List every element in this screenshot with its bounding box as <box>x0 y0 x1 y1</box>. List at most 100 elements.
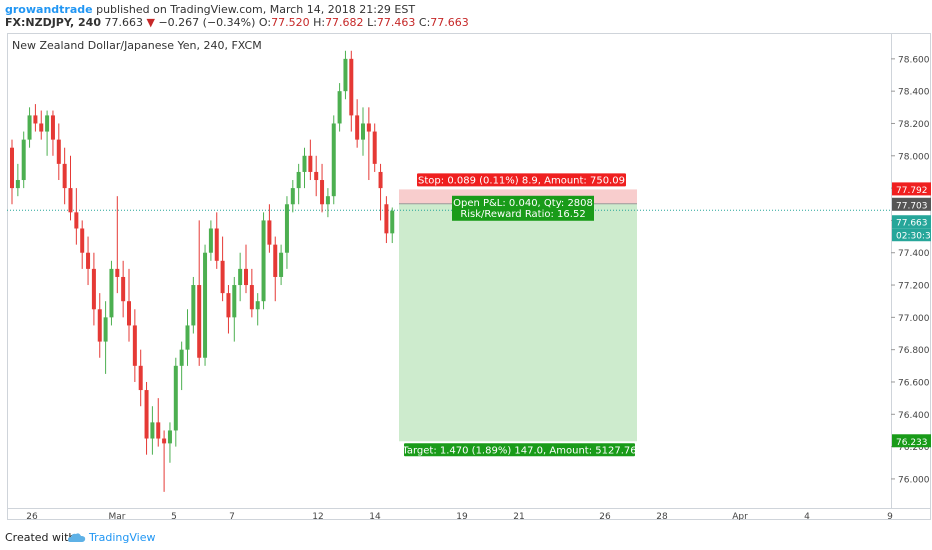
stop-price-tag-bg <box>892 182 931 196</box>
candle <box>214 212 219 269</box>
candle-body <box>144 390 149 439</box>
candle-body <box>21 139 26 181</box>
candle <box>361 107 365 156</box>
stop-label: Stop: 0.089 (0.11%) 8.9, Amount: 750.09 <box>418 175 625 186</box>
y-tick-label: 77.000 <box>898 314 930 324</box>
candle-body <box>255 301 260 310</box>
candle <box>372 123 377 172</box>
candle <box>226 285 231 334</box>
candle <box>220 236 225 302</box>
price-chart[interactable]: New Zealand Dollar/Japanese Yen, 240, FX… <box>7 33 931 520</box>
candle-body <box>349 58 354 116</box>
candle-body <box>331 123 336 197</box>
candle <box>325 188 330 218</box>
candle <box>296 163 301 205</box>
candle <box>308 139 313 181</box>
entry-price-tag-bg <box>892 197 931 211</box>
candle <box>255 293 260 326</box>
candle <box>355 99 360 148</box>
candle <box>366 107 371 181</box>
candle-body <box>361 123 365 140</box>
down-arrow-icon: ▼ <box>146 16 155 29</box>
candle <box>115 196 120 294</box>
publish-line: growandtrade published on TradingView.co… <box>5 3 415 16</box>
candle-body <box>150 422 155 439</box>
x-tick-label: 26 <box>599 512 611 520</box>
candle <box>337 83 342 132</box>
stop-label-bg <box>417 173 626 187</box>
candle-body <box>86 252 91 269</box>
x-tick-label: 12 <box>312 512 323 520</box>
entry-price-tag: 77.703 <box>896 201 928 211</box>
candle <box>249 268 254 318</box>
countdown-tag: 02:30:31 <box>896 232 931 242</box>
candle-body <box>267 220 272 245</box>
candle <box>179 341 184 391</box>
candle <box>238 252 243 302</box>
candle <box>144 381 149 455</box>
candle <box>390 207 395 244</box>
symbol-label[interactable]: FX:NZDJPY, 240 <box>5 16 101 29</box>
y-tick-label: 77.400 <box>898 249 930 259</box>
ohlc-line: FX:NZDJPY, 240 77.663 ▼ −0.267 (−0.34%) … <box>5 16 469 29</box>
candle <box>384 196 389 244</box>
candle <box>267 204 272 253</box>
author-link[interactable]: growandtrade <box>5 3 93 16</box>
candle-body <box>325 196 330 205</box>
countdown-tag-bg <box>892 228 931 242</box>
y-tick-label: 76.000 <box>898 475 930 485</box>
candle-body <box>378 171 383 189</box>
candle <box>62 147 67 205</box>
candle <box>331 115 336 205</box>
candle-body <box>45 115 50 132</box>
candle <box>86 236 91 286</box>
candle <box>27 107 32 148</box>
candle-body <box>296 171 301 189</box>
candle <box>167 422 172 463</box>
y-tick-label: 76.200 <box>898 443 930 453</box>
candle <box>39 110 44 140</box>
x-tick-label: 5 <box>171 512 177 520</box>
x-tick-label: 4 <box>804 512 810 520</box>
candle-body <box>33 115 38 124</box>
candle-body <box>366 123 371 132</box>
candle-body <box>115 268 120 277</box>
candle-body <box>103 317 108 342</box>
candle <box>103 301 108 374</box>
candle-body <box>191 285 196 326</box>
candle-body <box>208 228 213 253</box>
candle <box>91 252 96 326</box>
y-tick-label: 76.600 <box>898 378 930 388</box>
chart-border <box>7 33 931 520</box>
footer: Created with TradingView <box>0 527 932 550</box>
tradingview-brand[interactable]: TradingView <box>89 531 156 544</box>
candle <box>290 180 295 213</box>
candle-body <box>226 293 231 318</box>
candle <box>203 244 208 366</box>
candle-body <box>214 228 219 261</box>
candle-body <box>337 91 342 124</box>
candle-body <box>244 268 248 286</box>
candle-body <box>232 285 237 318</box>
chart-header: growandtrade published on TradingView.co… <box>0 0 932 30</box>
candle <box>97 293 102 358</box>
x-tick-label: 19 <box>456 512 468 520</box>
close-value: 77.663 <box>430 16 469 29</box>
open-label: O: <box>258 16 272 29</box>
candle <box>244 244 248 294</box>
candle <box>156 398 161 447</box>
candle-body <box>15 180 20 189</box>
candle-body <box>238 268 243 286</box>
chart-area[interactable]: New Zealand Dollar/Japanese Yen, 240, FX… <box>7 33 931 520</box>
target-price-tag: 76.233 <box>896 438 928 448</box>
last-price-tag: 77.663 <box>896 219 928 229</box>
y-tick-label: 76.400 <box>898 411 930 421</box>
y-tick-label: 77.200 <box>898 282 930 292</box>
candle <box>150 406 155 455</box>
candle <box>50 110 55 156</box>
candle-body <box>197 285 202 358</box>
candle <box>320 163 325 213</box>
candle-body <box>138 365 143 391</box>
candle-body <box>97 309 102 342</box>
y-tick-label: 78.000 <box>898 152 930 162</box>
